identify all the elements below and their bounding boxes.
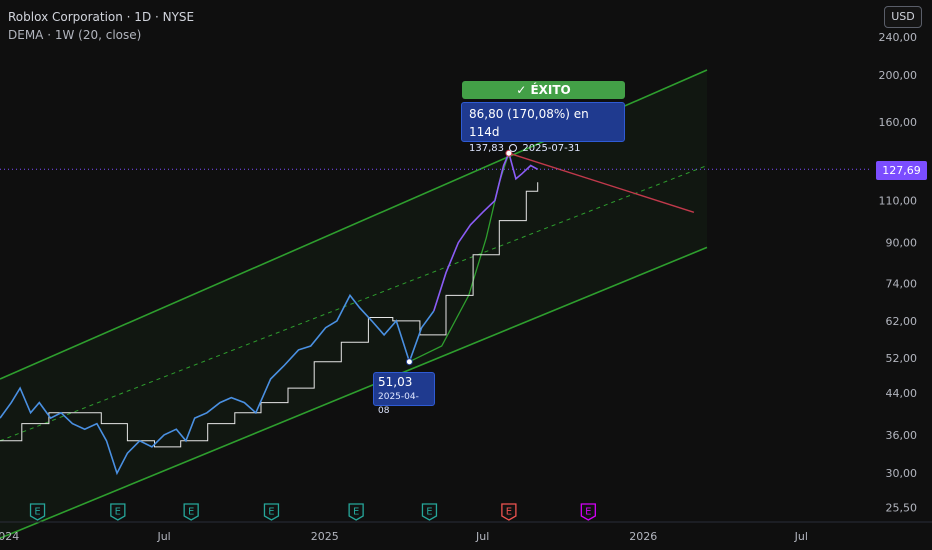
low-date: 2025-04-08 bbox=[378, 392, 419, 416]
earnings-icon bbox=[580, 503, 596, 521]
earnings-marker: E bbox=[580, 503, 596, 521]
projection-line bbox=[508, 152, 695, 213]
earnings-label: E bbox=[353, 507, 359, 518]
y-tick-label: 44,00 bbox=[886, 387, 918, 400]
earnings-icon bbox=[29, 503, 46, 521]
earnings-marker: E bbox=[29, 503, 46, 521]
y-tick-label: 74,00 bbox=[886, 278, 918, 291]
earnings-marker: E bbox=[348, 503, 364, 521]
earnings-marker: E bbox=[110, 503, 126, 521]
measure-label: 86,80 (170,08%) en 114d 137,83 2025-07-3… bbox=[461, 102, 625, 154]
earnings-icon bbox=[263, 503, 280, 521]
channel-lower-line bbox=[0, 246, 708, 540]
earnings-marker: E bbox=[263, 503, 280, 521]
extreme-markers bbox=[405, 149, 513, 366]
earnings-marker: E bbox=[421, 503, 438, 521]
price-line-recent bbox=[433, 150, 539, 312]
high-marker bbox=[505, 149, 513, 157]
symbol-title[interactable]: Roblox Corporation · 1D · NYSE bbox=[8, 10, 195, 24]
measure-change: 86,80 (170,08%) en 114d bbox=[469, 107, 589, 139]
y-tick-label: 30,00 bbox=[886, 467, 918, 480]
x-tick-label: 2024 bbox=[0, 530, 19, 543]
dema-line bbox=[0, 182, 539, 448]
measure-high: 137,83 2025-07-31 bbox=[469, 141, 617, 156]
regression-channel bbox=[0, 69, 872, 540]
earnings-icon bbox=[110, 503, 126, 521]
earnings-icon bbox=[183, 503, 199, 521]
x-tick-label: 2025 bbox=[311, 530, 339, 543]
dema-series bbox=[0, 182, 539, 448]
current-price-tag: 127,69 bbox=[876, 161, 927, 180]
price-line-history bbox=[0, 293, 435, 476]
low-price: 51,03 bbox=[378, 375, 413, 389]
y-axis: 240,00 200,00 160,00 110,00 90,00 74,00 62,00 5… bbox=[872, 0, 932, 550]
earnings-label: E bbox=[115, 507, 121, 518]
x-tick-label: Jul bbox=[156, 530, 170, 543]
y-tick-label: 25,50 bbox=[886, 501, 918, 514]
price-series bbox=[0, 150, 539, 476]
earnings-label: E bbox=[188, 507, 194, 518]
indicator-label[interactable]: DEMA · 1W (20, close) bbox=[8, 28, 142, 42]
y-tick-label: 110,00 bbox=[879, 195, 918, 208]
x-tick-label: 2026 bbox=[629, 530, 657, 543]
earnings-marker: E bbox=[183, 503, 199, 521]
earnings-label: E bbox=[268, 507, 274, 518]
x-tick-label: Jul bbox=[475, 530, 489, 543]
earnings-marker: E bbox=[501, 503, 517, 521]
channel-middle-line bbox=[0, 165, 708, 442]
earnings-label: E bbox=[506, 507, 512, 518]
earnings-icon bbox=[348, 503, 364, 521]
currency-button[interactable]: USD bbox=[884, 6, 922, 28]
y-tick-label: 200,00 bbox=[879, 69, 918, 82]
y-axis-background bbox=[872, 0, 932, 550]
earnings-label: E bbox=[426, 507, 432, 518]
earnings-icon bbox=[421, 503, 438, 521]
success-badge: ✓ ÉXITO bbox=[462, 81, 625, 99]
y-tick-label: 240,00 bbox=[879, 31, 918, 44]
x-tick-label: Jul bbox=[794, 530, 808, 543]
y-tick-label: 90,00 bbox=[886, 237, 918, 250]
earnings-icon bbox=[501, 503, 517, 521]
low-label: 51,03 2025-04-08 bbox=[373, 372, 435, 416]
y-tick-label: 36,00 bbox=[886, 429, 918, 442]
clock-icon bbox=[509, 144, 518, 152]
x-axis: 2024 Jul 2025 Jul 2026 Jul bbox=[0, 521, 932, 543]
measure-high-price: 137,83 bbox=[469, 143, 504, 154]
measure-high-date: 2025-07-31 bbox=[522, 143, 581, 154]
chart-legend: Roblox Corporation · 1D · NYSE DEMA · 1W… bbox=[8, 8, 194, 44]
y-tick-label: 62,00 bbox=[886, 315, 918, 328]
low-marker bbox=[405, 358, 413, 366]
earnings-label: E bbox=[585, 507, 591, 518]
y-tick-label: 52,00 bbox=[886, 352, 918, 365]
channel-fill bbox=[0, 69, 708, 539]
y-tick-label: 160,00 bbox=[879, 116, 918, 129]
earnings-label: E bbox=[34, 507, 40, 518]
